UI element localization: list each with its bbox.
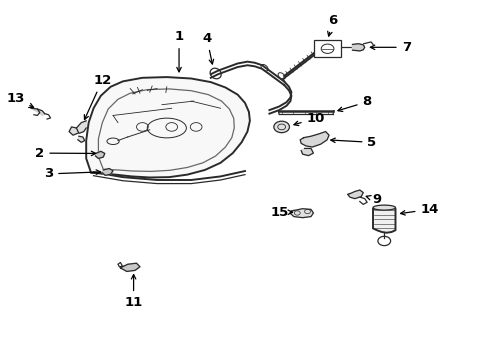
Polygon shape xyxy=(373,206,395,233)
Text: 11: 11 xyxy=(124,275,143,309)
FancyBboxPatch shape xyxy=(315,40,341,57)
Text: 9: 9 xyxy=(366,193,382,206)
Polygon shape xyxy=(352,44,365,51)
Circle shape xyxy=(274,121,290,133)
Text: 14: 14 xyxy=(401,203,439,216)
Text: 13: 13 xyxy=(6,92,34,108)
Text: 5: 5 xyxy=(331,136,377,149)
Text: 1: 1 xyxy=(174,30,184,72)
Text: 6: 6 xyxy=(328,14,338,36)
Polygon shape xyxy=(69,127,77,135)
Polygon shape xyxy=(347,190,363,199)
Ellipse shape xyxy=(373,205,395,210)
Polygon shape xyxy=(96,151,105,158)
Polygon shape xyxy=(31,108,45,116)
Text: 8: 8 xyxy=(338,95,372,112)
Text: 4: 4 xyxy=(202,32,214,64)
Text: 2: 2 xyxy=(35,147,96,159)
Polygon shape xyxy=(121,263,140,271)
Text: 7: 7 xyxy=(370,41,411,54)
Text: 3: 3 xyxy=(44,167,100,180)
Polygon shape xyxy=(290,209,314,218)
Text: 10: 10 xyxy=(294,112,325,126)
Polygon shape xyxy=(300,132,329,147)
Text: 12: 12 xyxy=(84,74,111,120)
Polygon shape xyxy=(86,77,250,177)
Polygon shape xyxy=(301,148,314,156)
Polygon shape xyxy=(78,136,85,142)
Polygon shape xyxy=(102,168,113,175)
Polygon shape xyxy=(76,121,86,134)
Text: 15: 15 xyxy=(270,206,293,219)
